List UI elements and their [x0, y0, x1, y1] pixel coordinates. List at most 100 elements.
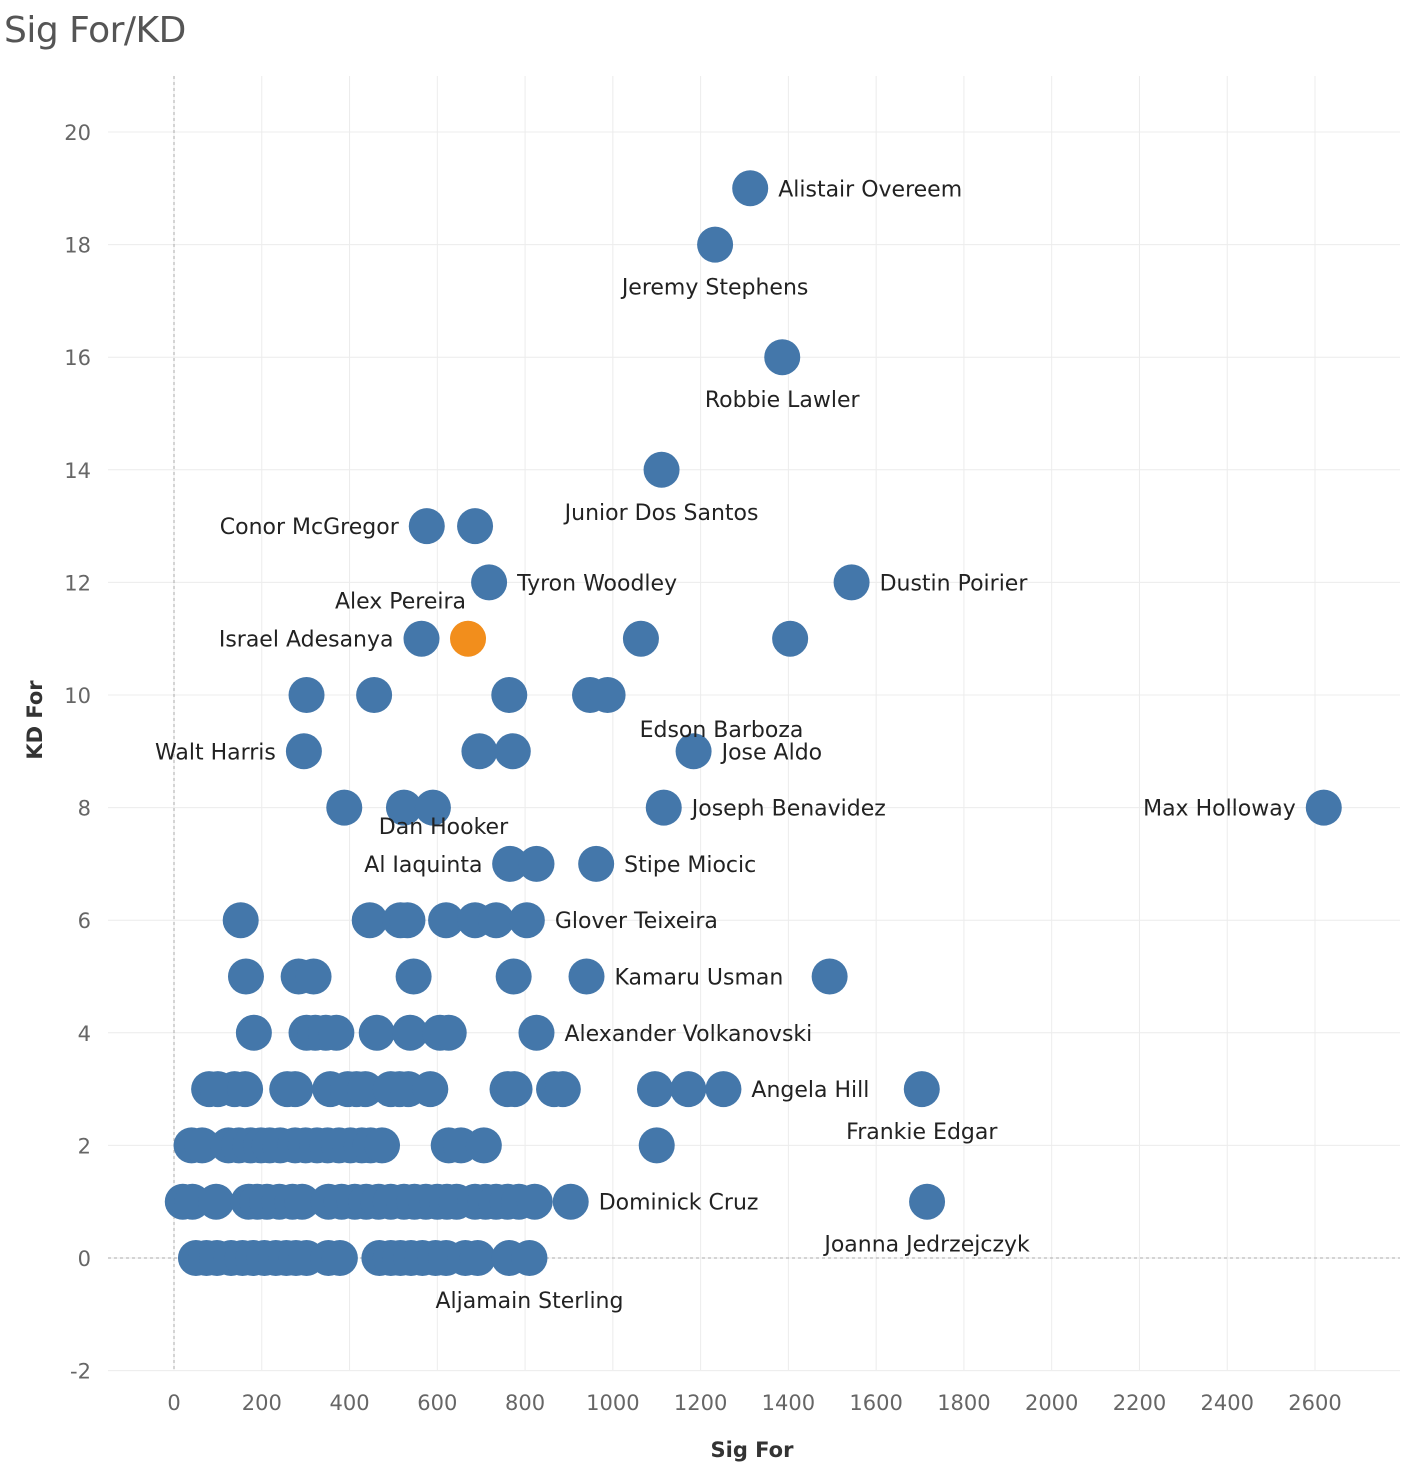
- x-tick-label: 200: [242, 1391, 282, 1415]
- point-label: Dan Hooker: [379, 815, 509, 840]
- data-point: [284, 1183, 321, 1220]
- point-label: Joanna Jedrzejczyk: [822, 1233, 1030, 1258]
- point-label: Jeremy Stephens: [620, 276, 809, 301]
- point-label: Robbie Lawler: [705, 388, 861, 413]
- x-tick-label: 1400: [762, 1391, 815, 1415]
- point-dominick-cruz: [552, 1183, 589, 1220]
- data-point: [494, 733, 531, 770]
- point-label: Walt Harris: [155, 740, 276, 765]
- point-label: Alexander Volkanovski: [564, 1022, 812, 1047]
- point-conor-mcgregor: [408, 508, 445, 545]
- point-glover-teixeira: [508, 902, 545, 939]
- data-point: [385, 789, 422, 826]
- data-point: [364, 1127, 401, 1164]
- grid-lines: [108, 76, 1400, 1372]
- y-tick-label: 10: [64, 684, 91, 708]
- data-point: [638, 1127, 675, 1164]
- point-stipe-miocic: [578, 845, 615, 882]
- data-point: [670, 1071, 707, 1108]
- point-label: Aljamain Sterling: [435, 1289, 623, 1314]
- data-point: [772, 620, 809, 657]
- x-tick-label: 1800: [937, 1391, 990, 1415]
- data-point: [491, 677, 528, 713]
- data-point: [227, 958, 264, 995]
- point-label: Tyron Woodley: [516, 571, 677, 596]
- point-dan-hooker: [492, 845, 529, 882]
- x-tick-label: 2600: [1288, 1391, 1341, 1415]
- data-point: [459, 1240, 496, 1276]
- point-aljamain-sterling: [511, 1240, 548, 1276]
- x-tick-label: 1200: [674, 1391, 727, 1415]
- y-tick-label: 14: [64, 459, 91, 483]
- data-point: [811, 958, 848, 995]
- point-jose-aldo: [675, 733, 712, 770]
- point-israel-adesanya: [403, 620, 440, 657]
- x-tick-label: 1600: [849, 1391, 902, 1415]
- data-point: [356, 677, 393, 713]
- data-point: [465, 1127, 502, 1164]
- data-point: [414, 789, 451, 826]
- y-tick-label: 2: [78, 1134, 91, 1158]
- y-axis-ticks: -2 0 2 4 6 8 10 12 14 16 18 20: [64, 121, 91, 1384]
- data-point: [222, 902, 259, 939]
- point-label: Kamaru Usman: [615, 966, 784, 991]
- point-joseph-benavidez: [645, 789, 682, 826]
- point-junior-dos-santos: [643, 451, 680, 488]
- data-point: [496, 1071, 533, 1108]
- data-points: [164, 170, 1342, 1276]
- point-label: Edson Barboza: [640, 718, 804, 743]
- data-point: [351, 902, 388, 939]
- data-point: [461, 733, 498, 770]
- point-label: Alex Pereira: [335, 590, 466, 615]
- x-tick-label: 2200: [1113, 1391, 1166, 1415]
- data-point: [295, 958, 332, 995]
- data-point: [358, 1014, 395, 1051]
- y-tick-label: 20: [64, 121, 91, 145]
- data-point: [395, 958, 432, 995]
- data-point: [392, 1014, 429, 1051]
- data-point: [235, 1014, 272, 1051]
- point-label: Stipe Miocic: [624, 853, 756, 878]
- data-point: [636, 1071, 673, 1108]
- y-tick-label: 12: [64, 571, 91, 595]
- y-tick-label: 8: [78, 797, 91, 821]
- y-tick-label: 16: [64, 346, 91, 370]
- data-point: [412, 1071, 449, 1108]
- point-label: Glover Teixeira: [555, 909, 718, 934]
- chart-title: Sig For/KD: [4, 10, 186, 51]
- data-point: [227, 1071, 264, 1108]
- y-tick-label: 6: [78, 909, 91, 933]
- data-point: [457, 508, 494, 545]
- point-robbie-lawler: [764, 339, 801, 376]
- x-tick-label: 1000: [586, 1391, 639, 1415]
- data-point: [326, 789, 363, 826]
- data-point: [495, 958, 532, 995]
- point-walt-harris: [285, 733, 322, 770]
- data-point: [318, 1014, 355, 1051]
- data-point: [516, 1183, 553, 1220]
- point-max-holloway: [1305, 789, 1342, 826]
- point-alex-pereira: [450, 620, 487, 657]
- x-tick-label: 400: [329, 1391, 369, 1415]
- point-label: Alistair Overeem: [778, 177, 962, 202]
- point-angela-hill: [705, 1071, 742, 1108]
- point-dustin-poirier: [833, 564, 870, 601]
- point-kamaru-usman: [568, 958, 605, 995]
- point-edson-barboza: [589, 677, 626, 713]
- point-label: Israel Adesanya: [219, 628, 394, 653]
- point-label: Max Holloway: [1143, 797, 1296, 822]
- data-point: [277, 1071, 314, 1108]
- x-tick-label: 2400: [1201, 1391, 1254, 1415]
- point-label: Frankie Edgar: [846, 1120, 998, 1145]
- x-axis-title: Sig For: [711, 1438, 795, 1462]
- data-point: [430, 1014, 467, 1051]
- x-tick-label: 600: [417, 1391, 457, 1415]
- x-axis-ticks: 0 200 400 600 800 1000 1200 1400 1600 1800 2000 220…: [167, 1391, 1341, 1415]
- point-label: Dominick Cruz: [599, 1191, 759, 1216]
- point-jeremy-stephens: [697, 226, 734, 263]
- data-point: [544, 1071, 581, 1108]
- zero-reference-lines: [108, 76, 1400, 1370]
- data-point: [478, 902, 515, 939]
- y-tick-label: 4: [78, 1022, 91, 1046]
